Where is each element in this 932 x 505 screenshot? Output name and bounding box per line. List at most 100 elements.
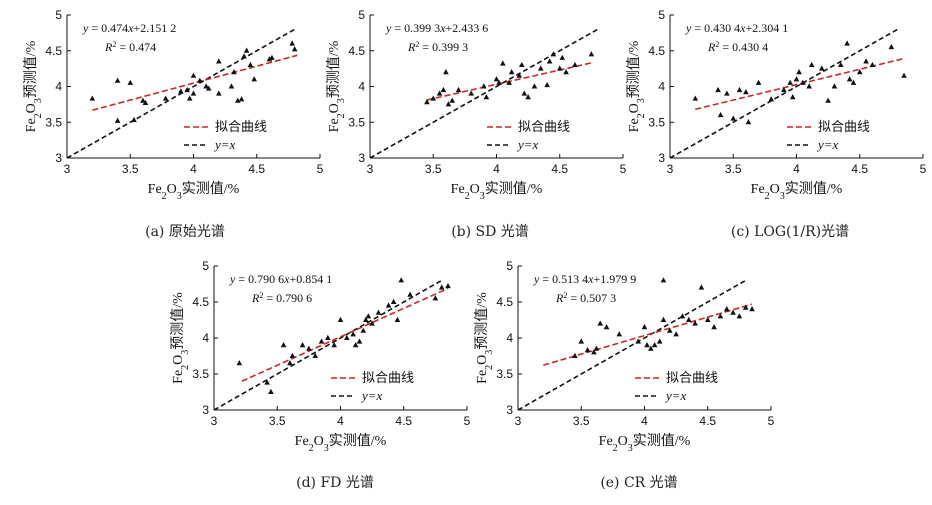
panel-caption: (a) 原始光谱 (145, 224, 225, 240)
data-point (711, 324, 717, 330)
y-tick-label: 5 (658, 8, 665, 22)
y-tick-label: 4 (202, 331, 209, 345)
data-point (131, 116, 137, 123)
data-point (819, 65, 825, 71)
data-point (287, 360, 293, 366)
regression-equation: y = 0.513 4x+1.979 9 (533, 272, 636, 286)
x-tick-label: 3 (515, 414, 522, 428)
x-tick-label: 4.5 (851, 162, 868, 176)
data-point (114, 77, 121, 83)
data-point (648, 345, 654, 351)
data-point (717, 111, 724, 118)
data-point (742, 304, 749, 310)
data-point (306, 345, 312, 351)
panel-caption: (d) FD 光谱 (296, 475, 374, 491)
data-point (572, 61, 578, 68)
data-point (398, 277, 405, 283)
data-point (563, 69, 569, 75)
data-point (228, 83, 235, 89)
data-point (796, 69, 802, 75)
data-point (559, 54, 566, 60)
regression-equation: y = 0.430 4x+2.304 1 (685, 21, 788, 35)
fit-line (92, 54, 298, 112)
y-tick-label: 3 (55, 151, 62, 165)
identity-line (669, 28, 899, 159)
r-squared: R2 = 0.474 (104, 40, 156, 55)
y-tick-label: 4.5 (648, 44, 665, 58)
data-point (768, 96, 774, 102)
data-point (325, 334, 331, 340)
data-point (641, 324, 648, 330)
y-tick-label: 4.5 (348, 44, 365, 58)
regression-equation: y = 0.474x+2.151 2 (82, 21, 176, 35)
data-point (445, 282, 451, 289)
data-point (755, 79, 762, 85)
data-point (850, 79, 857, 85)
data-point (184, 86, 190, 93)
data-point (603, 324, 610, 330)
data-point (787, 79, 793, 85)
fit-line (543, 303, 753, 366)
data-point (142, 99, 149, 105)
data-point (717, 313, 724, 319)
legend-identity-label: y=x (213, 137, 236, 152)
x-tick-label: 3.5 (122, 162, 139, 176)
y-tick-label: 3.5 (348, 115, 365, 129)
data-point (831, 83, 838, 89)
y-tick-label: 3 (506, 403, 513, 417)
data-point (89, 95, 96, 101)
data-point (730, 309, 736, 315)
data-point (846, 76, 853, 82)
data-point (216, 90, 222, 96)
data-point (289, 352, 296, 358)
data-point (808, 61, 815, 68)
legend-fit-label: 拟合曲线 (215, 119, 267, 134)
data-point (299, 342, 306, 348)
x-tick-label: 4.5 (551, 162, 568, 176)
x-tick-label: 5 (920, 162, 927, 176)
data-point (337, 316, 344, 322)
y-tick-label: 4 (658, 80, 665, 94)
data-point (468, 90, 474, 96)
x-tick-label: 3.5 (269, 414, 286, 428)
data-point (597, 320, 604, 326)
data-point (660, 316, 667, 322)
x-tick-label: 3.5 (425, 162, 442, 176)
y-axis-title: Fe2O3预测值/% (474, 292, 495, 384)
data-point (352, 342, 359, 348)
y-tick-label: 4 (506, 331, 513, 345)
regression-equation: y = 0.399 3x+2.433 6 (385, 21, 488, 35)
data-point (264, 379, 270, 385)
data-point (901, 72, 907, 78)
y-tick-label: 5 (202, 259, 209, 273)
data-point (280, 342, 287, 348)
data-point (449, 97, 456, 103)
data-point (537, 65, 544, 71)
data-point (715, 86, 721, 93)
data-point (593, 345, 600, 351)
data-point (730, 115, 737, 121)
r-squared: R2 = 0.790 6 (251, 291, 312, 306)
data-point (360, 327, 367, 333)
legend-identity-label: y=x (816, 137, 839, 152)
data-point (238, 96, 245, 102)
x-tick-label: 5 (464, 414, 471, 428)
data-point (550, 51, 557, 57)
y-tick-label: 3 (202, 403, 209, 417)
legend-fit-label: 拟合曲线 (818, 119, 870, 134)
panel-caption: (b) SD 光谱 (451, 224, 529, 240)
data-point (440, 86, 447, 93)
data-point (800, 79, 806, 85)
x-axis-title: Fe2O3实测值/% (751, 181, 843, 202)
y-tick-label: 3.5 (45, 115, 62, 129)
data-point (432, 295, 439, 301)
data-point (114, 117, 121, 123)
data-point (127, 79, 134, 85)
y-axis-title: Fe2O3预测值/% (170, 292, 191, 384)
data-point (430, 95, 437, 101)
data-point (806, 83, 812, 89)
r-squared: R2 = 0.507 3 (555, 291, 616, 306)
x-tick-label: 3.5 (725, 162, 742, 176)
data-point (698, 284, 705, 290)
data-point (350, 331, 356, 337)
